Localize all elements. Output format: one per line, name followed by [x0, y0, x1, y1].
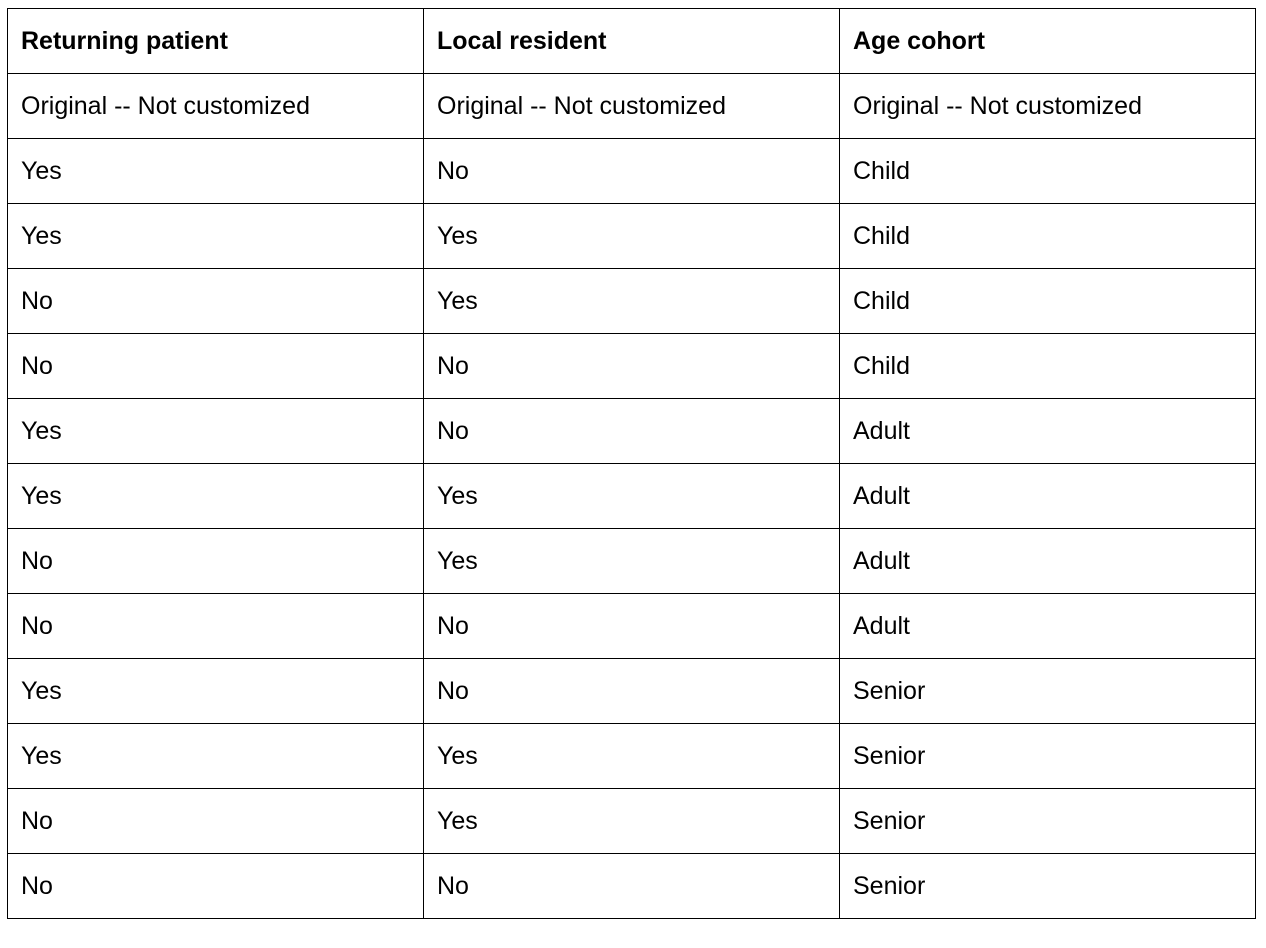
table-row: Yes No Adult [7, 398, 1256, 464]
table-cell: Yes [7, 463, 424, 529]
data-table: Returning patient Local resident Age coh… [7, 8, 1256, 919]
table-cell: No [7, 853, 424, 919]
table-cell: Child [839, 333, 1256, 399]
table-cell: Yes [7, 398, 424, 464]
table-row: No No Senior [7, 853, 1256, 919]
table-row: No Yes Adult [7, 528, 1256, 594]
table-cell: Senior [839, 658, 1256, 724]
table-cell: No [7, 528, 424, 594]
table-cell: Adult [839, 463, 1256, 529]
table-cell: Yes [7, 723, 424, 789]
table-cell: Yes [423, 723, 840, 789]
table-cell: Original -- Not customized [423, 73, 840, 139]
table-row: No Yes Senior [7, 788, 1256, 854]
table-row: Yes Yes Adult [7, 463, 1256, 529]
table-cell: No [423, 853, 840, 919]
table-row: Yes No Senior [7, 658, 1256, 724]
table-cell: Child [839, 138, 1256, 204]
table-cell: No [423, 398, 840, 464]
table-cell: Adult [839, 398, 1256, 464]
table-cell: No [423, 138, 840, 204]
table-cell: No [7, 788, 424, 854]
table-cell: Child [839, 203, 1256, 269]
header-row: Returning patient Local resident Age coh… [7, 8, 1256, 74]
table-body: Original -- Not customized Original -- N… [7, 73, 1256, 919]
table-cell: Yes [423, 788, 840, 854]
table-cell: Yes [423, 203, 840, 269]
table-cell: Yes [423, 268, 840, 334]
table-cell: No [7, 333, 424, 399]
table-cell: Yes [7, 138, 424, 204]
table-cell: Child [839, 268, 1256, 334]
table-cell: Senior [839, 853, 1256, 919]
table-cell: Adult [839, 528, 1256, 594]
table-cell: No [7, 268, 424, 334]
table-cell: Yes [423, 528, 840, 594]
table-cell: No [423, 593, 840, 659]
column-header-returning-patient: Returning patient [7, 8, 424, 74]
table-row: No No Child [7, 333, 1256, 399]
table-header: Returning patient Local resident Age coh… [7, 8, 1256, 74]
table-row: Original -- Not customized Original -- N… [7, 73, 1256, 139]
table-cell: No [423, 658, 840, 724]
table-cell: Original -- Not customized [839, 73, 1256, 139]
table-row: Yes Yes Child [7, 203, 1256, 269]
table-cell: No [7, 593, 424, 659]
table-cell: Yes [423, 463, 840, 529]
table-cell: No [423, 333, 840, 399]
table-cell: Senior [839, 723, 1256, 789]
table-row: Yes Yes Senior [7, 723, 1256, 789]
table-cell: Yes [7, 658, 424, 724]
table-row: No Yes Child [7, 268, 1256, 334]
table-row: No No Adult [7, 593, 1256, 659]
column-header-local-resident: Local resident [423, 8, 840, 74]
column-header-age-cohort: Age cohort [839, 8, 1256, 74]
table-cell: Yes [7, 203, 424, 269]
table-cell: Senior [839, 788, 1256, 854]
table-cell: Adult [839, 593, 1256, 659]
table-row: Yes No Child [7, 138, 1256, 204]
table-cell: Original -- Not customized [7, 73, 424, 139]
